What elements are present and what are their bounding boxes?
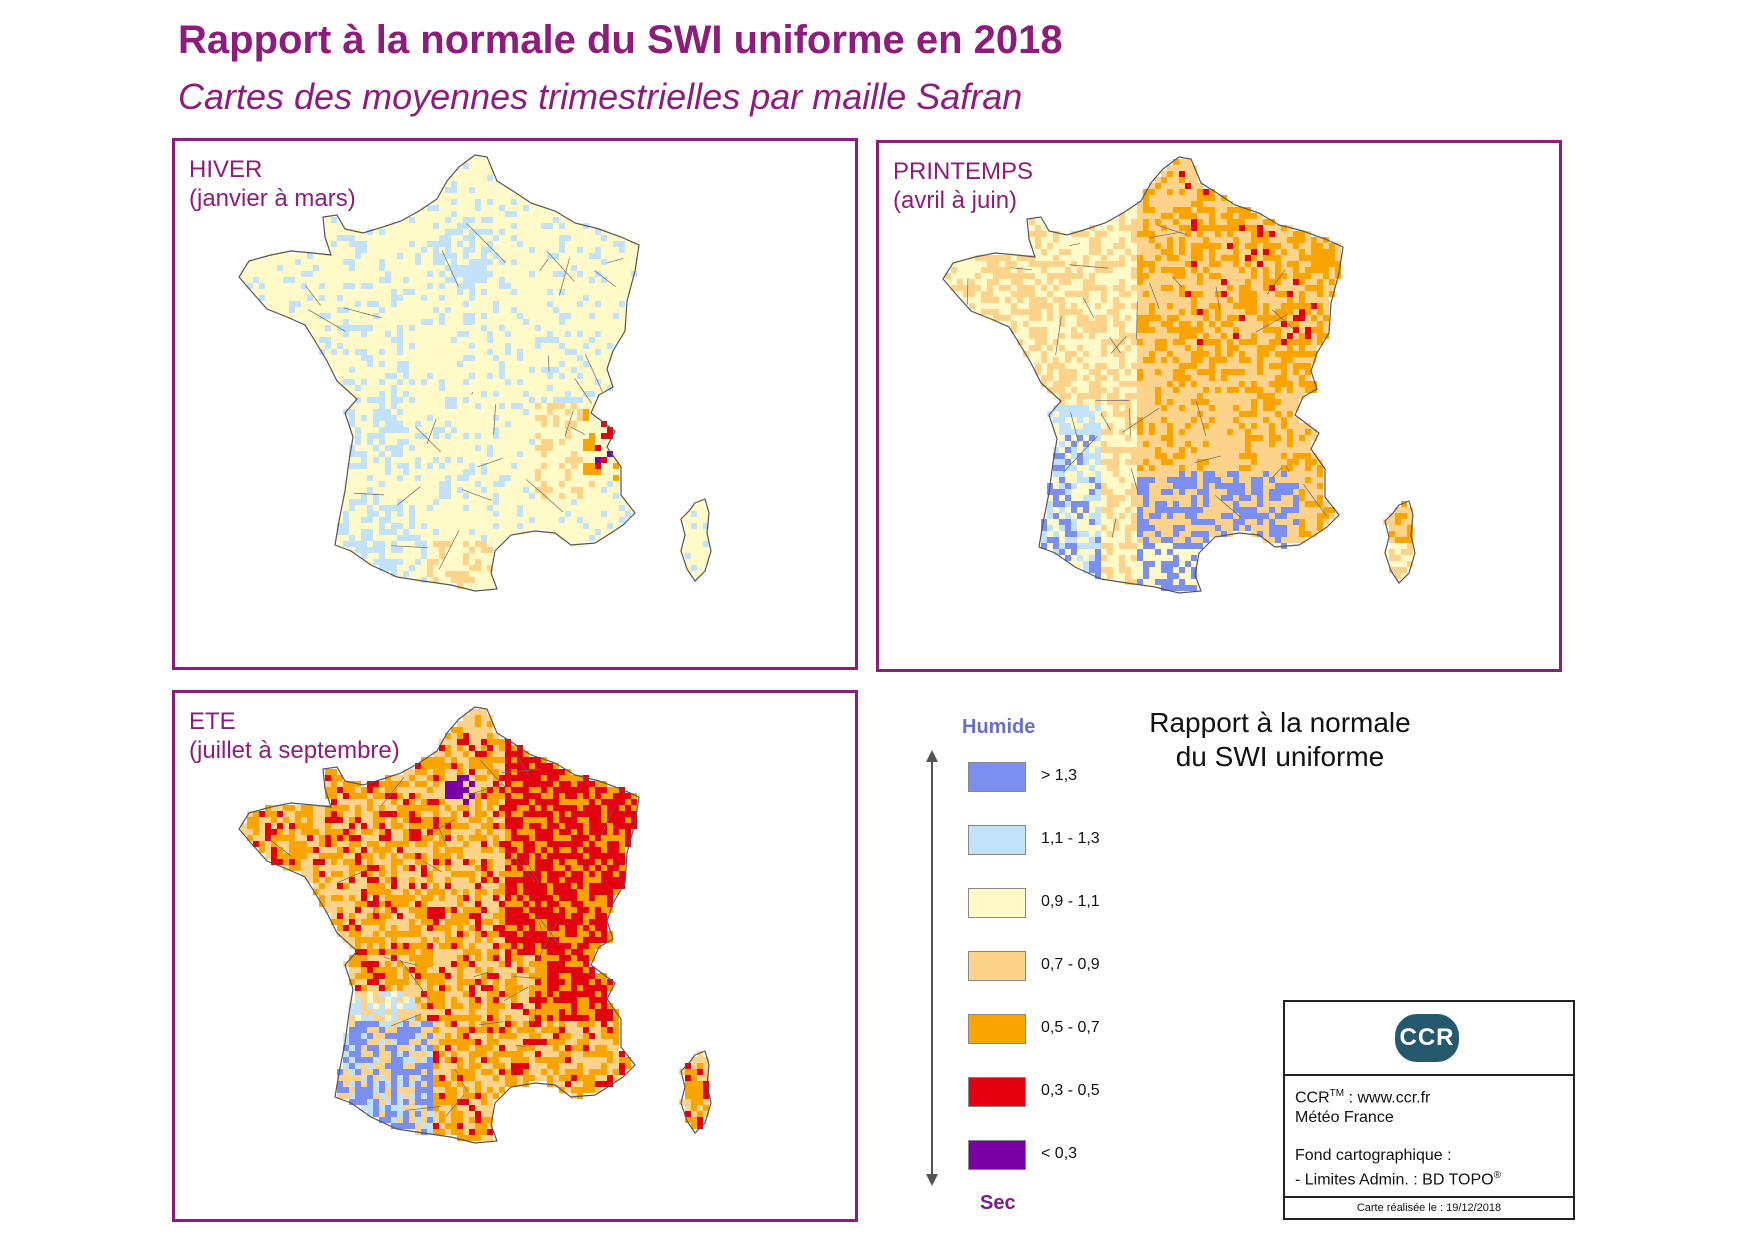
legend-swatch <box>968 951 1026 981</box>
legend-label: < 0,3 <box>1041 1145 1078 1162</box>
panel-season-title: HIVER <box>189 156 263 183</box>
panel-label-printemps: PRINTEMPS (avril à juin) <box>893 157 1033 215</box>
france-map-ete <box>238 706 712 1144</box>
legend-swatch <box>968 888 1026 918</box>
panel-season-period: (avril à juin) <box>893 187 1018 214</box>
legend-label: 0,9 - 1,1 <box>1041 893 1100 910</box>
credit-line-limites: - Limites Admin. : BD TOPO® <box>1295 1166 1501 1190</box>
legend-swatch <box>968 762 1026 792</box>
panel-label-ete: ETE (juillet à septembre) <box>189 707 400 765</box>
legend-top-label: Humide <box>962 716 1036 738</box>
credit-date: Carte réalisée le : 19/12/2018 <box>1285 1196 1573 1220</box>
map-panel-hiver: HIVER (janvier à mars) <box>172 138 858 670</box>
legend-label: 0,3 - 0,5 <box>1041 1082 1100 1099</box>
credits-box: CCR CCRTM : www.ccr.fr Météo France Fond… <box>1283 1000 1575 1220</box>
legend-arrow <box>926 750 938 1186</box>
panel-season-title: PRINTEMPS <box>893 158 1034 185</box>
panel-season-period: (janvier à mars) <box>189 185 356 212</box>
credit-line-ccr: CCRTM : www.ccr.fr <box>1295 1084 1501 1108</box>
credit-line-meteo: Météo France <box>1295 1109 1394 1127</box>
legend-swatch <box>968 1014 1026 1044</box>
legend-label: 0,5 - 0,7 <box>1041 1019 1100 1036</box>
legend-title-line2: du SWI uniforme <box>1175 741 1385 772</box>
credits-logo-area: CCR <box>1285 1002 1573 1076</box>
page-subtitle: Cartes des moyennes trimestrielles par m… <box>178 76 1023 117</box>
credit-line-fond: Fond cartographique : <box>1295 1147 1452 1165</box>
legend-swatch <box>968 825 1026 855</box>
panel-season-period: (juillet à septembre) <box>189 737 400 764</box>
panel-label-hiver: HIVER (janvier à mars) <box>189 155 356 213</box>
france-map-hiver <box>238 154 712 592</box>
credit-tm: TM <box>1329 1088 1345 1099</box>
ccr-logo: CCR <box>1395 1014 1459 1062</box>
legend-title: Rapport à la normale du SWI uniforme <box>1120 706 1440 774</box>
panel-season-title: ETE <box>189 708 236 735</box>
legend-label: 0,7 - 0,9 <box>1041 956 1100 973</box>
legend-label: 1,1 - 1,3 <box>1041 830 1100 847</box>
credits-lines: CCRTM : www.ccr.fr Météo France Fond car… <box>1295 1084 1501 1191</box>
legend-swatch <box>968 1077 1026 1107</box>
credit-ccr-url: : www.ccr.fr <box>1344 1089 1431 1107</box>
page-title: Rapport à la normale du SWI uniforme en … <box>178 18 1063 62</box>
legend-title-line1: Rapport à la normale <box>1149 707 1411 738</box>
legend-swatch <box>968 1140 1026 1170</box>
credit-limites-text: - Limites Admin. : BD TOPO <box>1295 1171 1494 1189</box>
map-panel-printemps: PRINTEMPS (avril à juin) <box>876 140 1562 672</box>
legend-label: > 1,3 <box>1041 767 1078 784</box>
credit-reg: ® <box>1493 1170 1501 1182</box>
france-map-printemps <box>942 156 1416 594</box>
map-panel-ete: ETE (juillet à septembre) <box>172 690 858 1222</box>
legend-bottom-label: Sec <box>980 1192 1016 1214</box>
credit-ccr-name: CCR <box>1295 1089 1330 1107</box>
